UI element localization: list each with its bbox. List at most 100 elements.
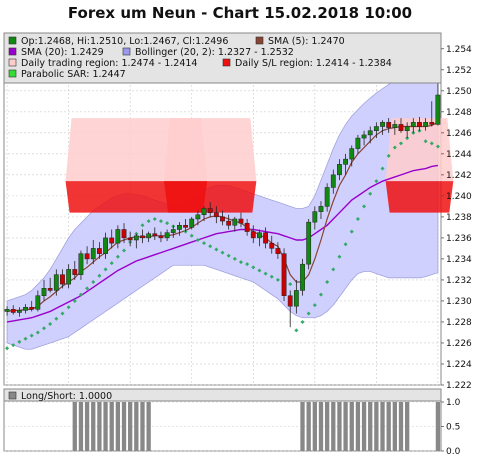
- legend-entry: Bollinger (20, 2): 1.2327 - 1.2532: [135, 47, 294, 58]
- sar-point: [208, 244, 213, 249]
- candle-body: [90, 248, 96, 260]
- candle-body: [263, 232, 268, 244]
- sar-point: [263, 271, 268, 276]
- candlesticks: [4, 80, 441, 328]
- candle-body: [10, 309, 16, 313]
- sar-point: [35, 330, 40, 335]
- longshort-bar: [146, 402, 151, 451]
- y-tick-label: 1.250: [446, 87, 472, 97]
- candle-body: [337, 164, 342, 176]
- longshort-y-ticks: 0.0 0.5 1.0: [441, 398, 461, 457]
- longshort-bar: [349, 402, 354, 451]
- y-tick-label: 1.240: [446, 192, 472, 202]
- y-tick-label: 1.244: [446, 150, 472, 160]
- sar-point: [103, 267, 108, 272]
- sar-point: [195, 237, 200, 242]
- candle-body: [300, 263, 305, 291]
- y-tick-label: 1.224: [446, 360, 472, 370]
- sar-point: [368, 191, 373, 196]
- candle-body: [133, 235, 139, 241]
- candle-body: [410, 122, 416, 127]
- sar-point: [5, 346, 10, 351]
- legend-swatch: [8, 47, 17, 56]
- y-tick-label: 1.228: [446, 318, 472, 328]
- candle-body: [361, 134, 367, 139]
- sar-point: [23, 336, 28, 341]
- legend-entry: SMA (5): 1.2470: [268, 36, 345, 47]
- longshort-bar: [435, 402, 441, 451]
- sar-point: [232, 256, 237, 261]
- candle-body: [250, 231, 256, 239]
- chart-title: Forex um Neun - Chart 15.02.2018 10:00: [68, 4, 412, 22]
- candle-body: [41, 288, 47, 296]
- y-axis-ticks: 1.222 1.224 1.226 1.228 1.230 1.232 1.234 1.236…: [441, 45, 472, 391]
- legend-swatch: [122, 47, 131, 56]
- legend: Op:1.2468, Hi:1.2510, Lo:1.2467, Cl:1.24…: [8, 36, 392, 80]
- y-tick-label: 1.230: [446, 297, 472, 307]
- longshort-legend-box: [3, 388, 442, 402]
- parabolic-sar: [5, 128, 440, 351]
- candle-body: [226, 220, 232, 226]
- longshort-bar: [404, 402, 410, 451]
- candle-body: [4, 309, 10, 312]
- candle-body: [435, 94, 441, 125]
- candle-body: [207, 208, 213, 213]
- longshort-bar: [72, 402, 77, 451]
- sar-point: [48, 322, 53, 327]
- sar-point: [202, 241, 207, 246]
- y-tick-label: 1.238: [446, 213, 472, 223]
- sar-point: [146, 219, 151, 224]
- y-tick-label: 1.242: [446, 171, 472, 181]
- longshort-tick-label: 1.0: [446, 398, 461, 408]
- sar-point: [312, 303, 317, 308]
- candle-body: [109, 237, 115, 244]
- legend-swatch: [8, 69, 17, 78]
- longshort-bar: [398, 402, 404, 451]
- candle-body: [66, 269, 72, 285]
- sma20-path: [6, 164, 439, 323]
- longshort-bar: [355, 402, 361, 451]
- sar-point: [306, 311, 311, 316]
- legend-entry: Daily S/L region: 1.2414 - 1.2384: [235, 58, 392, 69]
- sar-point: [189, 233, 194, 238]
- candle-body: [152, 233, 158, 237]
- sar-point: [294, 328, 299, 333]
- candle-body: [121, 229, 127, 239]
- candle-body: [398, 124, 404, 131]
- longshort-bars: [72, 402, 441, 451]
- longshort-bar: [306, 402, 311, 451]
- longshort-tick-label: 0.5: [446, 423, 460, 433]
- sar-point: [386, 153, 391, 158]
- sar-point: [374, 179, 379, 184]
- sar-point: [152, 216, 157, 221]
- longshort-swatch: [8, 391, 17, 400]
- candle-body: [220, 216, 225, 222]
- longshort-bar: [380, 402, 385, 451]
- sar-point: [165, 221, 170, 226]
- sma20-line: [6, 164, 439, 323]
- longshort-bar: [109, 402, 114, 451]
- sar-point: [54, 316, 59, 321]
- candle-body: [281, 253, 287, 296]
- sar-point: [343, 242, 348, 247]
- sar-point: [435, 144, 440, 149]
- candle-body: [380, 122, 385, 127]
- candle-body: [84, 253, 90, 260]
- candle-body: [312, 211, 318, 223]
- longshort-bar: [134, 402, 139, 451]
- longshort-bar: [337, 402, 342, 451]
- longshort-bar: [128, 402, 133, 451]
- sar-point: [380, 166, 385, 171]
- sar-point: [238, 260, 243, 265]
- sar-point: [78, 292, 83, 297]
- y-tick-label: 1.246: [446, 129, 472, 139]
- candle-body: [201, 208, 207, 216]
- y-tick-label: 1.226: [446, 339, 472, 349]
- longshort-bar: [318, 402, 324, 451]
- longshort-bar: [97, 402, 102, 451]
- sar-point: [257, 268, 262, 273]
- trading-regions: [65, 118, 454, 213]
- sar-point: [158, 219, 163, 224]
- candle-body: [324, 187, 330, 207]
